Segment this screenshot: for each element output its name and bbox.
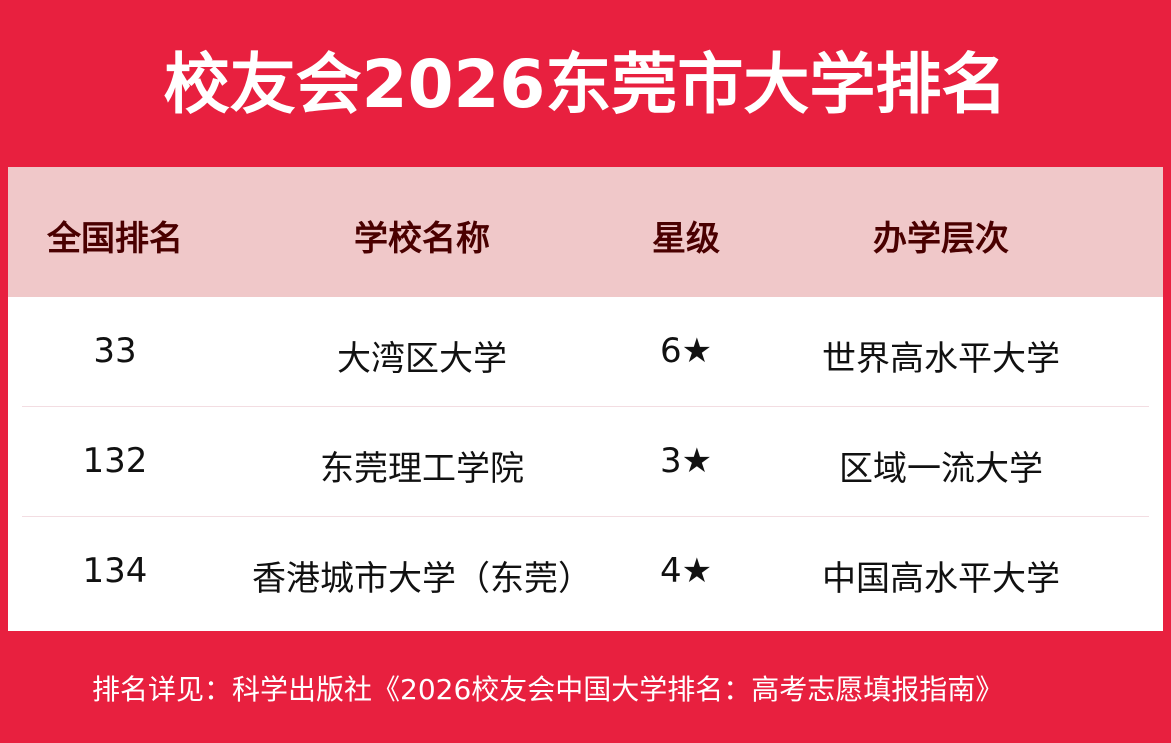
name-cell: 大湾区大学 xyxy=(337,339,507,379)
page-title: 校友会2026东莞市大学排名 xyxy=(163,46,1008,123)
table-row: 132 东莞理工学院 3★ 区域一流大学 xyxy=(8,407,1163,517)
stars-cell: 4★ xyxy=(659,551,713,591)
level-cell: 中国高水平大学 xyxy=(822,559,1060,599)
column-header-stars: 星级 xyxy=(652,219,720,259)
table-row: 33 大湾区大学 6★ 世界高水平大学 xyxy=(8,297,1163,407)
rank-cell: 134 xyxy=(82,551,148,591)
row-divider xyxy=(22,516,1149,517)
table-row: 134 香港城市大学（东莞） 4★ 中国高水平大学 xyxy=(8,517,1163,627)
column-header-level: 办学层次 xyxy=(873,219,1009,259)
rank-cell: 132 xyxy=(82,441,148,481)
ranking-table: 全国排名 学校名称 星级 办学层次 33 大湾区大学 6★ 世界高水平大学 13… xyxy=(8,167,1163,631)
name-cell: 东莞理工学院 xyxy=(320,449,524,489)
source-note: 排名详见：科学出版社《2026校友会中国大学排名：高考志愿填报指南》 xyxy=(92,673,1004,706)
level-cell: 世界高水平大学 xyxy=(822,339,1060,379)
level-cell: 区域一流大学 xyxy=(839,449,1043,489)
row-divider xyxy=(22,406,1149,407)
stars-cell: 3★ xyxy=(659,441,713,481)
table-header: 全国排名 学校名称 星级 办学层次 xyxy=(8,167,1163,297)
rank-cell: 33 xyxy=(93,331,137,371)
name-cell: 香港城市大学（东莞） xyxy=(252,559,592,599)
column-header-name: 学校名称 xyxy=(354,219,490,259)
stars-cell: 6★ xyxy=(659,331,713,371)
column-header-rank: 全国排名 xyxy=(47,219,183,259)
